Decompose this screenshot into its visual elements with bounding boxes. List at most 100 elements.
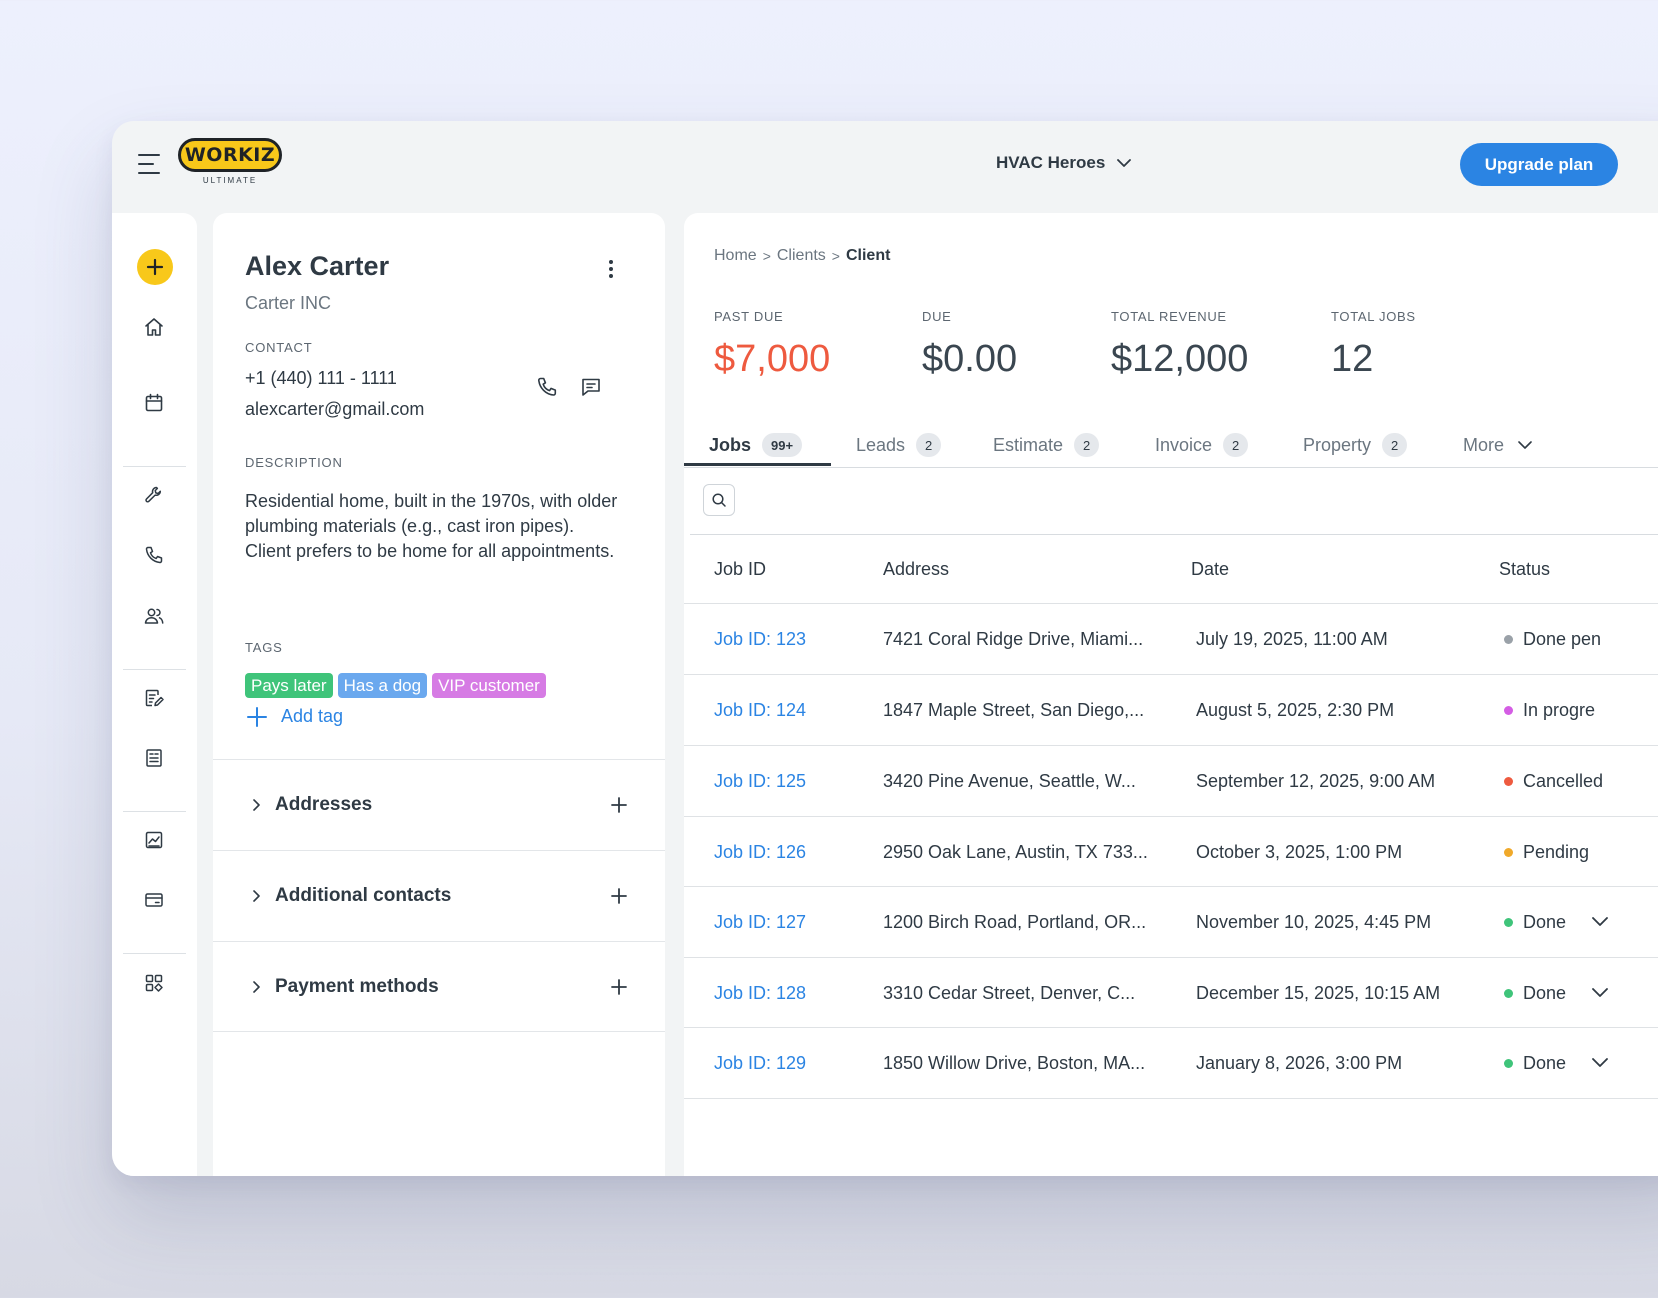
job-date: January 8, 2026, 3:00 PM — [1196, 1052, 1403, 1073]
column-header-date[interactable]: Date — [1191, 559, 1230, 579]
tag-pays-later[interactable]: Pays later — [245, 673, 333, 698]
status-text: Done pen — [1523, 628, 1602, 649]
column-header-address[interactable]: Address — [883, 559, 950, 579]
status-dot — [1504, 988, 1513, 998]
job-id-link[interactable]: Job ID: 125 — [714, 770, 807, 791]
table-row[interactable]: Job ID: 128 3310 Cedar Street, Denver, C… — [684, 957, 1658, 1028]
add-payment-method-icon[interactable] — [609, 977, 629, 997]
status-text: In progre — [1523, 699, 1596, 720]
payment-methods-label: Payment methods — [275, 976, 439, 997]
stat-due: DUE $0.00 — [922, 309, 1017, 381]
job-status[interactable]: Pending — [1504, 817, 1589, 887]
tag-list: Pays later Has a dog VIP customer — [245, 673, 546, 698]
description-label: DESCRIPTION — [245, 455, 343, 470]
wrench-icon[interactable] — [140, 481, 168, 509]
tab-jobs[interactable]: Jobs 99+ — [709, 423, 803, 467]
job-address: 1200 Birch Road, Portland, OR... — [883, 911, 1147, 932]
tab-leads[interactable]: Leads 2 — [856, 423, 942, 467]
nav-divider — [123, 466, 186, 467]
column-header-job-id[interactable]: Job ID — [714, 559, 767, 579]
table-row[interactable]: Job ID: 126 2950 Oak Lane, Austin, TX 73… — [684, 816, 1658, 887]
create-new-button[interactable] — [137, 249, 173, 285]
tab-count-badge: 2 — [1382, 433, 1408, 457]
table-row[interactable]: Job ID: 125 3420 Pine Avenue, Seattle, W… — [684, 745, 1658, 816]
breadcrumb-home[interactable]: Home — [714, 247, 757, 264]
stat-label: TOTAL REVENUE — [1111, 309, 1227, 324]
upgrade-plan-button[interactable]: Upgrade plan — [1460, 143, 1618, 186]
nav-divider — [123, 669, 186, 670]
client-phone[interactable]: +1 (440) 111 - 1111 — [245, 368, 397, 388]
chevron-down-icon[interactable] — [1592, 917, 1608, 927]
job-id-link[interactable]: Job ID: 126 — [714, 841, 807, 862]
stat-past-due: PAST DUE $7,000 — [714, 309, 830, 381]
job-status[interactable]: Done — [1504, 887, 1608, 957]
apps-grid-icon[interactable] — [140, 969, 168, 997]
job-id-link[interactable]: Job ID: 123 — [714, 628, 807, 649]
job-status[interactable]: Cancelled — [1504, 746, 1603, 816]
job-status[interactable]: In progre — [1504, 675, 1595, 745]
job-date: September 12, 2025, 9:00 AM — [1196, 770, 1436, 791]
client-details-panel: Alex Carter Carter INC CONTACT +1 (440) … — [213, 213, 665, 1176]
add-tag-button[interactable]: Add tag — [247, 706, 343, 727]
column-header-status[interactable]: Status — [1499, 559, 1551, 579]
more-options-icon[interactable] — [601, 257, 621, 281]
invoice-icon[interactable] — [140, 744, 168, 772]
job-status[interactable]: Done — [1504, 958, 1608, 1028]
search-icon — [712, 493, 726, 507]
payment-methods-section[interactable]: Payment methods — [213, 941, 665, 1032]
tab-label: Leads — [856, 434, 906, 455]
tag-has-a-dog[interactable]: Has a dog — [337, 673, 428, 698]
stat-value: $7,000 — [714, 338, 831, 380]
company-selector[interactable]: HVAC Heroes — [996, 153, 1132, 173]
users-icon[interactable] — [140, 602, 168, 630]
tab-more[interactable]: More — [1463, 423, 1532, 467]
tag-vip-customer[interactable]: VIP customer — [432, 673, 546, 698]
add-contact-icon[interactable] — [609, 886, 629, 906]
add-address-icon[interactable] — [609, 795, 629, 815]
job-id-link[interactable]: Job ID: 124 — [714, 699, 807, 720]
table-row[interactable]: Job ID: 123 7421 Coral Ridge Drive, Miam… — [684, 603, 1658, 674]
tab-estimate[interactable]: Estimate 2 — [993, 423, 1100, 467]
chevron-right-icon — [253, 981, 260, 993]
chevron-down-icon[interactable] — [1592, 988, 1608, 998]
table-row[interactable]: Job ID: 127 1200 Birch Road, Portland, O… — [684, 886, 1658, 957]
client-main-content: Home > Clients > Client PAST DUE $7,000 … — [684, 213, 1658, 1176]
job-id-link[interactable]: Job ID: 129 — [714, 1052, 807, 1073]
home-icon[interactable] — [140, 313, 168, 341]
calendar-icon[interactable] — [140, 389, 168, 417]
client-email[interactable]: alexcarter@gmail.com — [245, 399, 425, 419]
workiz-logo[interactable]: WORKIZ ULTIMATE — [178, 138, 288, 188]
payments-card-icon[interactable] — [140, 886, 168, 914]
job-address: 3310 Cedar Street, Denver, C... — [883, 982, 1136, 1003]
additional-contacts-section[interactable]: Additional contacts — [213, 850, 665, 941]
nav-divider — [123, 953, 186, 954]
job-status[interactable]: Done — [1504, 1028, 1608, 1098]
table-row[interactable]: Job ID: 129 1850 Willow Drive, Boston, M… — [684, 1027, 1658, 1098]
job-date: November 10, 2025, 4:45 PM — [1196, 911, 1432, 932]
job-address: 2950 Oak Lane, Austin, TX 733... — [883, 841, 1148, 862]
status-dot — [1504, 847, 1513, 857]
job-id-link[interactable]: Job ID: 128 — [714, 982, 807, 1003]
tab-property[interactable]: Property 2 — [1303, 423, 1408, 467]
chevron-down-icon[interactable] — [1592, 1058, 1608, 1068]
reports-chart-icon[interactable] — [140, 826, 168, 854]
tags-label: TAGS — [245, 640, 283, 655]
phone-icon[interactable] — [140, 541, 168, 569]
call-phone-icon[interactable] — [533, 373, 561, 401]
job-status[interactable]: Done pen — [1504, 604, 1601, 674]
tab-invoice[interactable]: Invoice 2 — [1155, 423, 1249, 467]
addresses-section[interactable]: Addresses — [213, 759, 665, 850]
message-icon[interactable] — [577, 373, 605, 401]
job-date: July 19, 2025, 11:00 AM — [1196, 628, 1388, 649]
breadcrumb-clients[interactable]: Clients — [776, 247, 826, 264]
estimate-edit-icon[interactable] — [140, 684, 168, 712]
job-id-link[interactable]: Job ID: 127 — [714, 911, 807, 932]
search-button[interactable] — [703, 484, 735, 516]
additional-contacts-label: Additional contacts — [275, 885, 452, 906]
status-text: Cancelled — [1523, 770, 1604, 791]
chevron-down-icon — [1518, 440, 1532, 449]
chevron-right-icon — [253, 799, 260, 811]
hamburger-menu-icon[interactable] — [138, 154, 162, 176]
add-tag-label: Add tag — [281, 706, 344, 726]
table-row[interactable]: Job ID: 124 1847 Maple Street, San Diego… — [684, 674, 1658, 745]
